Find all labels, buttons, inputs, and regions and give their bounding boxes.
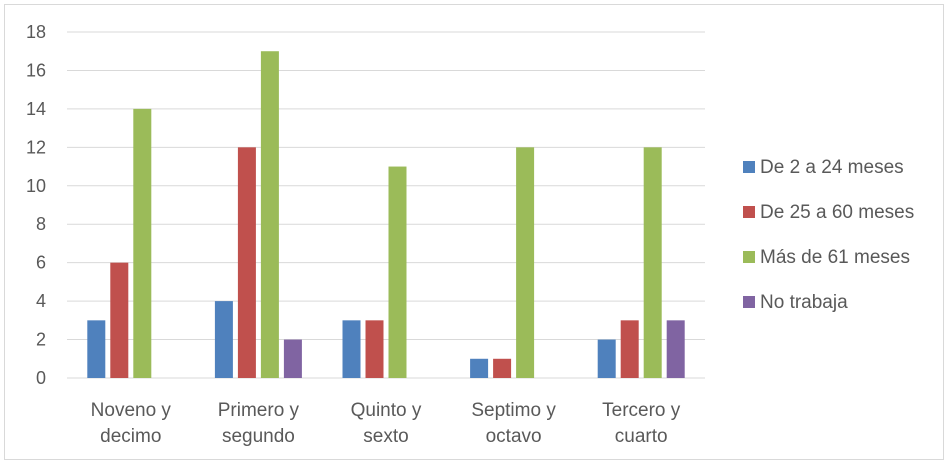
- y-tick-label: 2: [36, 330, 46, 350]
- y-tick-label: 0: [36, 368, 46, 388]
- gridlines: [67, 31, 705, 379]
- x-category-label: Tercero y: [602, 400, 681, 421]
- x-category-label: Primero y: [218, 400, 300, 421]
- legend: De 2 a 24 meses De 25 a 60 meses Más de 61…: [743, 157, 914, 313]
- bar: [516, 147, 535, 378]
- bar: [133, 108, 152, 378]
- x-category-label: octavo: [486, 426, 542, 447]
- legend-label: De 2 a 24 meses: [760, 157, 904, 178]
- x-category-label: Noveno y: [91, 400, 172, 421]
- bar: [493, 358, 512, 378]
- legend-label: No trabaja: [760, 292, 848, 313]
- x-category-label: decimo: [100, 426, 161, 447]
- bar: [214, 301, 233, 378]
- bar: [365, 320, 384, 378]
- legend-label: De 25 a 60 meses: [760, 202, 914, 223]
- bar: [87, 320, 106, 378]
- y-tick-label: 10: [26, 176, 46, 196]
- bar: [283, 339, 302, 378]
- bar: [643, 147, 662, 378]
- bar: [470, 358, 489, 378]
- y-axis-tick-labels: 0 2 4 6 8 10 12 14 16 18: [26, 22, 46, 388]
- x-category-label: segundo: [222, 426, 295, 447]
- x-category-label: sexto: [363, 426, 408, 447]
- x-axis-category-labels: Noveno y decimo Primero y segundo Quinto y se…: [91, 400, 681, 447]
- bar: [237, 147, 256, 378]
- y-tick-label: 4: [36, 291, 46, 311]
- legend-swatch: [743, 206, 755, 218]
- y-tick-label: 6: [36, 253, 46, 273]
- legend-swatch: [743, 251, 755, 263]
- y-tick-label: 14: [26, 99, 46, 119]
- legend-label: Más de 61 meses: [760, 247, 910, 268]
- y-tick-label: 18: [26, 22, 46, 42]
- bar: [388, 166, 407, 378]
- bar: [597, 339, 616, 378]
- bar: [620, 320, 639, 378]
- y-tick-label: 12: [26, 137, 46, 157]
- bar: [666, 320, 685, 378]
- legend-swatch: [743, 161, 755, 173]
- x-category-label: cuarto: [615, 426, 668, 447]
- chart-frame: [4, 4, 944, 460]
- bar: [260, 51, 279, 378]
- legend-swatch: [743, 296, 755, 308]
- bar: [110, 262, 129, 378]
- bars: [87, 51, 685, 378]
- bar: [342, 320, 361, 378]
- x-category-label: Septimo y: [471, 400, 556, 421]
- y-tick-label: 8: [36, 214, 46, 234]
- y-tick-label: 16: [26, 60, 46, 80]
- x-category-label: Quinto y: [351, 400, 422, 421]
